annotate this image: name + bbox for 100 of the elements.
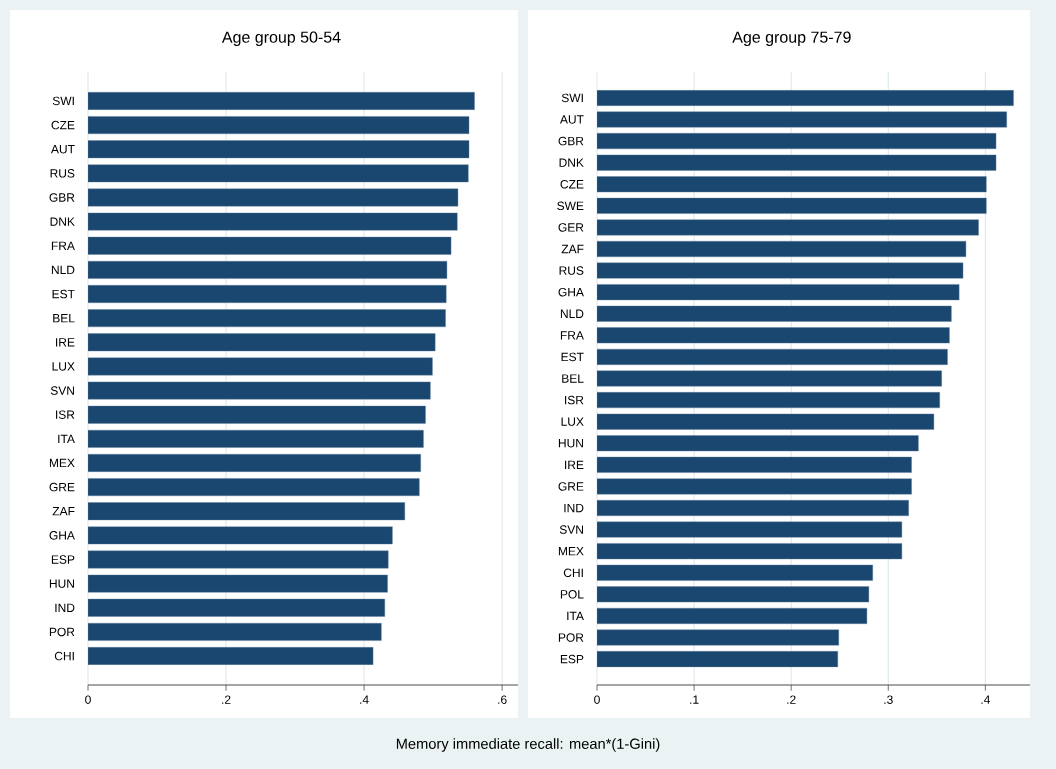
y-tick-label: CZE — [560, 179, 584, 189]
bar — [597, 629, 839, 646]
y-tick-label: RUS — [50, 169, 75, 178]
bar — [88, 116, 470, 134]
bar — [597, 413, 935, 430]
x-tick-label: 0 — [85, 695, 91, 704]
bar — [597, 651, 838, 668]
y-tick-label: GRE — [558, 482, 584, 491]
bar — [597, 348, 948, 365]
bar — [88, 164, 469, 183]
bar — [88, 454, 421, 472]
y-tick-label: CHI — [563, 568, 583, 578]
bar — [597, 392, 940, 409]
y-tick-label: DNK — [50, 217, 75, 226]
y-tick-label: ZAF — [561, 244, 584, 254]
y-tick-label: ZAF — [52, 507, 75, 516]
bar — [597, 607, 868, 624]
bar — [597, 89, 1014, 106]
y-tick-label: ISR — [565, 395, 584, 405]
bar — [88, 381, 431, 400]
y-tick-label: NLD — [51, 265, 75, 275]
bar — [597, 154, 997, 171]
y-tick-label: RUS — [559, 266, 584, 275]
x-tick-label: .3 — [884, 695, 893, 704]
y-tick-label: POR — [49, 627, 75, 637]
y-tick-label: MEX — [49, 458, 75, 468]
bar — [88, 502, 406, 521]
x-tick-label: .2 — [787, 695, 796, 704]
y-tick-label: ESP — [51, 555, 75, 564]
y-tick-label: LUX — [561, 417, 584, 426]
y-tick-label: LUX — [52, 362, 75, 371]
bar — [597, 435, 919, 452]
y-tick-label: FRA — [51, 241, 75, 250]
bar — [597, 305, 952, 322]
y-tick-label: ITA — [58, 434, 75, 443]
bar — [88, 357, 433, 376]
x-tick-label: .6 — [498, 695, 507, 704]
x-tick-label: .4 — [981, 695, 990, 704]
y-tick-label: POL — [560, 590, 584, 599]
bar — [88, 429, 424, 448]
bar — [597, 219, 979, 236]
y-tick-label: ITA — [567, 611, 584, 621]
x-tick-label: .1 — [690, 695, 699, 704]
bar — [88, 647, 374, 665]
bar — [88, 236, 452, 255]
y-tick-label: AUT — [559, 115, 584, 124]
y-tick-label: GBR — [49, 193, 75, 202]
bar — [597, 564, 873, 581]
y-tick-label: SVN — [50, 386, 74, 395]
bar — [88, 623, 382, 641]
bar — [597, 111, 1007, 128]
bar — [88, 405, 426, 424]
bar — [597, 241, 967, 257]
y-tick-label: NLD — [560, 309, 584, 318]
bar — [88, 598, 385, 617]
y-tick-label: BEL — [562, 374, 584, 383]
chart-title: Age group 50-54 — [221, 31, 341, 46]
y-tick-label: DNK — [559, 158, 584, 167]
bar — [88, 478, 420, 496]
bar — [597, 284, 960, 301]
bar — [597, 500, 909, 516]
y-tick-label: GER — [558, 223, 584, 232]
bar — [88, 261, 448, 279]
bar — [597, 197, 987, 214]
y-tick-label: CZE — [51, 120, 75, 130]
y-tick-label: IRE — [56, 338, 75, 347]
y-tick-label: POR — [558, 633, 584, 642]
y-tick-label: GHA — [558, 287, 584, 297]
y-tick-label: AUT — [50, 145, 75, 154]
y-tick-label: BEL — [53, 314, 75, 323]
bar — [88, 92, 475, 110]
y-tick-label: HUN — [49, 579, 74, 588]
bar — [88, 140, 470, 159]
bar — [88, 550, 389, 569]
y-tick-label: IND — [564, 503, 584, 513]
bar — [88, 309, 446, 328]
y-tick-label: EST — [52, 289, 75, 299]
bar — [597, 133, 997, 150]
bar — [597, 521, 903, 538]
bar — [597, 456, 912, 473]
y-tick-label: SVN — [559, 525, 583, 534]
bar — [597, 262, 964, 279]
y-tick-label: SWI — [52, 96, 74, 106]
bar — [88, 285, 447, 303]
x-tick-label: 0 — [594, 695, 600, 704]
y-tick-label: ESP — [560, 654, 584, 664]
bar — [88, 188, 459, 207]
y-tick-label: IND — [55, 603, 75, 612]
x-tick-label: .4 — [360, 695, 369, 704]
y-tick-label: CHI — [54, 651, 74, 661]
bar — [597, 327, 950, 344]
bar — [597, 543, 903, 560]
y-tick-label: GBR — [558, 136, 584, 146]
bar — [88, 526, 393, 545]
y-tick-label: FRA — [560, 331, 584, 340]
bar — [88, 333, 436, 352]
x-tick-label: .2 — [222, 695, 231, 704]
y-tick-label: GHA — [49, 531, 75, 540]
y-tick-label: EST — [561, 352, 584, 362]
x-axis-title: Memory immediate recall: mean*(1-Gini) — [396, 738, 660, 752]
